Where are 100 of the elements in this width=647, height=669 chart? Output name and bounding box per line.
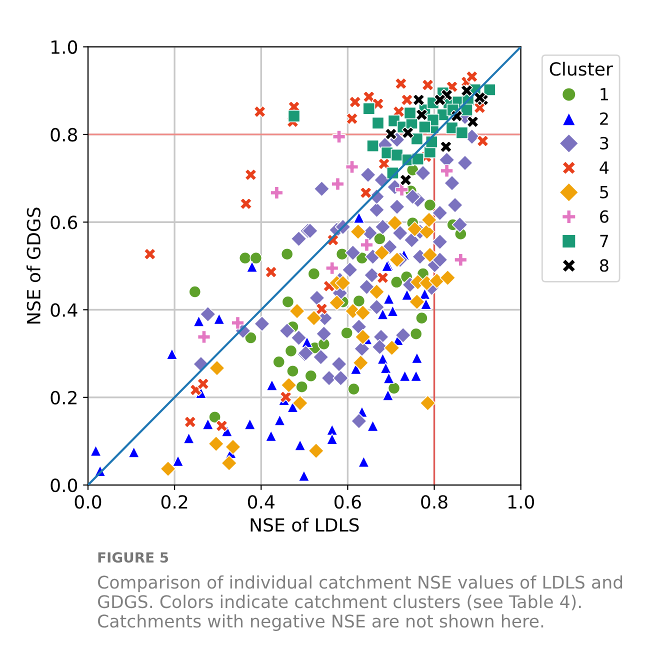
point — [348, 96, 362, 108]
x-tick-label: 0.6 — [334, 495, 361, 509]
point — [420, 298, 432, 310]
point — [202, 418, 214, 430]
point — [160, 460, 176, 477]
point — [422, 246, 438, 263]
y-axis-title: NSE of GDGS — [26, 208, 40, 324]
y-tick-label: 1.0 — [52, 40, 78, 54]
legend-label: 8 — [600, 259, 608, 272]
point — [352, 354, 369, 371]
point — [378, 158, 390, 170]
point — [415, 312, 428, 324]
legend-title: Cluster — [550, 62, 613, 76]
point — [383, 372, 395, 384]
point — [412, 94, 425, 106]
legend-label: 7 — [600, 234, 608, 248]
point — [346, 112, 358, 125]
point — [434, 94, 446, 106]
point — [288, 110, 300, 122]
point — [298, 470, 310, 482]
point — [270, 186, 284, 200]
point — [428, 272, 445, 289]
point — [362, 102, 376, 115]
point — [473, 91, 486, 104]
point — [386, 214, 403, 232]
point — [326, 433, 338, 445]
point — [254, 105, 266, 118]
caption: FIGURE 5 — [98, 552, 168, 563]
y-tick-label: 0.8 — [50, 128, 78, 142]
point — [294, 439, 306, 451]
point — [382, 389, 394, 401]
point — [380, 362, 392, 374]
point — [316, 302, 328, 316]
point — [272, 356, 286, 368]
point — [280, 248, 294, 260]
point — [340, 326, 354, 340]
point — [250, 252, 262, 264]
point — [221, 455, 238, 472]
x-axis-title: NSE of LDLS — [250, 518, 359, 532]
point — [197, 330, 211, 344]
point — [306, 310, 322, 326]
x-tick-label: 1.0 — [508, 495, 534, 509]
point — [362, 90, 376, 104]
point — [308, 442, 324, 459]
point — [440, 270, 456, 286]
point — [406, 221, 423, 238]
legend-label: 1 — [600, 88, 608, 100]
point — [353, 212, 365, 224]
point — [454, 253, 468, 266]
point — [424, 198, 436, 212]
point — [422, 78, 434, 92]
point — [418, 224, 435, 240]
point — [331, 177, 344, 191]
point — [415, 108, 428, 121]
point — [388, 382, 400, 394]
point — [476, 134, 489, 148]
x-tick-label: 0.0 — [74, 495, 102, 509]
point — [404, 106, 416, 120]
point — [350, 224, 366, 240]
point — [334, 274, 351, 292]
point — [352, 294, 366, 308]
point — [280, 377, 297, 394]
point — [410, 328, 422, 340]
legend-label: 5 — [600, 186, 608, 198]
point — [384, 340, 400, 356]
point — [328, 294, 345, 311]
point — [399, 370, 411, 382]
point — [366, 140, 380, 152]
point — [184, 416, 196, 428]
point — [292, 395, 308, 412]
point — [376, 272, 389, 284]
point — [188, 286, 202, 298]
point — [183, 432, 195, 444]
point — [296, 380, 308, 394]
legend-label: 6 — [600, 210, 608, 223]
point — [224, 438, 242, 455]
point — [374, 244, 390, 261]
point — [166, 348, 178, 360]
point — [208, 410, 222, 424]
point — [483, 84, 496, 96]
point — [386, 305, 399, 317]
point — [390, 276, 403, 288]
point — [128, 446, 140, 458]
point — [274, 414, 286, 426]
point — [360, 238, 374, 252]
point — [304, 370, 318, 382]
point — [408, 294, 425, 310]
point — [326, 424, 338, 436]
point — [410, 132, 424, 146]
point — [389, 252, 406, 268]
point — [144, 248, 156, 260]
point — [208, 360, 226, 376]
point — [325, 261, 339, 275]
x-tick-label: 0.8 — [421, 495, 448, 509]
point — [246, 261, 258, 273]
point — [421, 212, 438, 228]
point — [244, 332, 257, 344]
point — [420, 395, 436, 412]
point — [410, 370, 422, 382]
point — [244, 168, 257, 182]
